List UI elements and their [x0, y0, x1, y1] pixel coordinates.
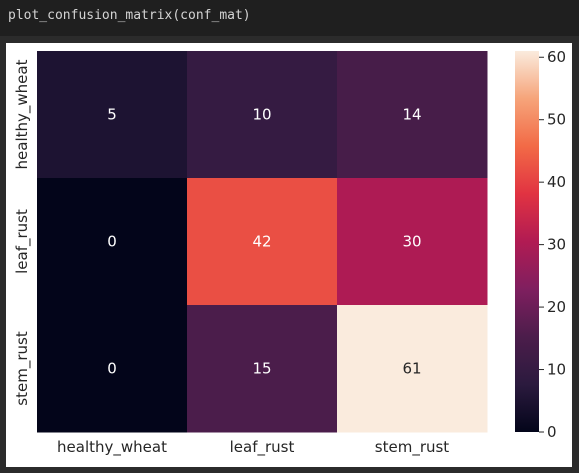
heatmap-cell-r1-c2: [337, 178, 488, 306]
heatmap-cells: [37, 51, 488, 433]
y-tick-label-2: stem_rust: [13, 331, 32, 406]
cell-annotation-r1-c2: 30: [402, 233, 421, 251]
x-tick-label-1: leaf_rust: [230, 438, 295, 457]
cell-annotation-r2-c2: 61: [402, 360, 421, 378]
cell-annotation-r0-c1: 10: [252, 106, 271, 124]
colorbar-tick-label-1: 10: [547, 361, 566, 379]
heatmap-cell-r0-c0: [37, 51, 188, 179]
heatmap-cell-r1-c0: [37, 178, 188, 306]
cell-annotation-r2-c1: 15: [252, 360, 271, 378]
confusion-matrix-heatmap: 5 10 140 42 300 15 61 healthy_wheat leaf_rust st…: [13, 48, 566, 457]
heatmap-cell-r1-c1: [187, 178, 338, 306]
x-tick-label-0: healthy_wheat: [57, 438, 167, 457]
colorbar-tick-label-5: 50: [547, 111, 566, 129]
code-text: plot_confusion_matrix(conf_mat): [8, 8, 251, 23]
cell-annotation-r0-c0: 5: [107, 106, 117, 124]
heatmap-annotations: 5 10 14 0 42 30 0 15 61: [107, 106, 421, 378]
output-panel: 5 10 14 0 42 30 0 15 61 healthy_wheat leaf_rust st…: [6, 43, 572, 467]
colorbar-ticks: 0 10 20 30 40 50 60: [539, 48, 566, 441]
code-cell[interactable]: plot_confusion_matrix(conf_mat): [0, 0, 579, 36]
cell-annotation-r1-c1: 42: [252, 233, 271, 251]
colorbar-tick-label-4: 40: [547, 173, 566, 191]
cell-annotation-r0-c2: 14: [402, 106, 421, 124]
x-tick-label-2: stem_rust: [375, 438, 450, 457]
colorbar-tick-label-2: 20: [547, 298, 566, 316]
heatmap-cell-r2-c2: [337, 305, 488, 433]
colorbar-tick-label-6: 60: [547, 48, 566, 66]
colorbar-tick-label-0: 0: [547, 423, 557, 441]
cell-annotation-r2-c0: 0: [107, 360, 117, 378]
heatmap-cell-r2-c1: [187, 305, 338, 433]
y-tick-label-0: healthy_wheat: [13, 59, 32, 169]
y-tick-label-1: leaf_rust: [13, 209, 32, 274]
cell-annotation-r1-c0: 0: [107, 233, 117, 251]
colorbar-tick-label-3: 30: [547, 236, 566, 254]
y-tick-labels: healthy_wheat leaf_rust stem_rust: [13, 59, 32, 405]
heatmap-cell-r0-c1: [187, 51, 338, 179]
colorbar: [515, 51, 539, 432]
heatmap-cell-r2-c0: [37, 305, 188, 433]
x-tick-labels: healthy_wheat leaf_rust stem_rust: [57, 438, 449, 457]
heatmap-cell-r0-c2: [337, 51, 488, 179]
